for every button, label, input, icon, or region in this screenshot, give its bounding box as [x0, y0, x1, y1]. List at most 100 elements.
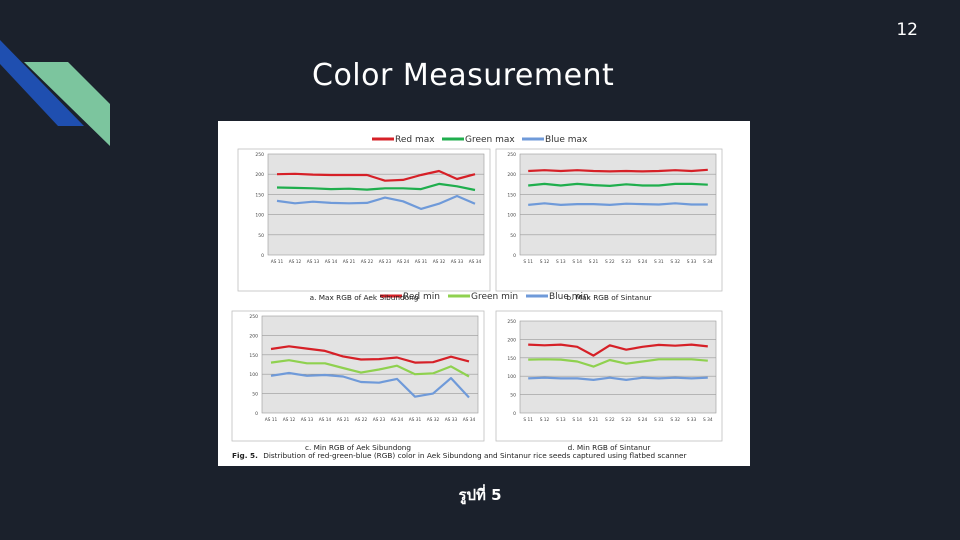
x-tick-label: S 31: [654, 417, 664, 423]
x-tick-label: S 14: [572, 259, 582, 265]
x-tick-label: AS 13: [301, 417, 314, 423]
x-tick-label: AS 11: [271, 259, 284, 265]
x-tick-label: AS 33: [451, 259, 464, 265]
series-line-red-max: [528, 168, 708, 173]
x-tick-label: S 24: [638, 417, 648, 423]
y-tick-label: 100: [507, 374, 516, 380]
y-tick-label: 250: [249, 314, 258, 320]
x-tick-label: AS 33: [445, 417, 458, 423]
y-tick-label: 50: [258, 233, 264, 239]
series-line-blue-min: [270, 371, 470, 399]
x-tick-label: AS 13: [307, 259, 320, 265]
series-line-green-max: [276, 182, 476, 192]
y-tick-label: 0: [513, 253, 516, 259]
chart-panel-1: 0 50 100 150 200 250 S 11 S 12 S 13 S 14 S 21 S 22 S…: [495, 148, 723, 302]
x-tick-label: AS 23: [379, 259, 392, 265]
legend-label-green-min: Green min: [471, 292, 518, 302]
legend-label-blue-min: Blue min: [549, 292, 589, 302]
x-tick-label: AS 31: [415, 259, 428, 265]
series-line-green-min: [528, 358, 708, 368]
y-tick-label: 200: [255, 172, 264, 178]
figure-footnote: Fig. 5. Distribution of red-green-blue (…: [232, 451, 687, 460]
x-tick-label: S 32: [670, 259, 680, 265]
x-tick-label: S 11: [523, 417, 533, 423]
chart-panel-0: 0 50 100 150 200 250 AS 11 AS 12 AS 13 AS 14 AS 21…: [237, 148, 491, 302]
chart-title: b. Max RGB of Sintanur: [567, 293, 652, 302]
chart-title: d. Min RGB of Sintanur: [568, 443, 651, 452]
plot-area: [261, 315, 479, 414]
y-tick-label: 50: [510, 233, 516, 239]
series-line-green-min: [270, 359, 470, 378]
deco-green-stripe: [24, 62, 110, 146]
x-tick-label: AS 34: [469, 259, 482, 265]
x-tick-label: S 12: [540, 417, 550, 423]
chart-title: c. Min RGB of Aek Sibundong: [305, 443, 411, 452]
chart-panel-2: 0 50 100 150 200 250 AS 11 AS 12 AS 13 AS 14 AS 21…: [231, 310, 485, 452]
x-tick-label: S 12: [540, 259, 550, 265]
x-tick-label: S 33: [687, 259, 697, 265]
plot-area: [519, 320, 717, 414]
rgb-figure: Red max Green max Blue max Red min Green…: [231, 135, 723, 460]
x-tick-label: S 22: [605, 417, 615, 423]
x-tick-label: AS 11: [265, 417, 278, 423]
figure-caption: รูปที่ 5: [458, 486, 502, 504]
x-tick-label: AS 24: [391, 417, 404, 423]
x-tick-label: AS 32: [427, 417, 440, 423]
y-tick-label: 100: [255, 213, 264, 219]
legend-label-red-min: Red min: [403, 292, 440, 302]
x-tick-label: AS 12: [289, 259, 302, 265]
x-tick-label: S 23: [621, 417, 631, 423]
chart-panels: 0 50 100 150 200 250 AS 11 AS 12 AS 13 AS 14 AS 21…: [231, 148, 723, 452]
x-tick-label: S 34: [703, 417, 713, 423]
plot-area: [267, 153, 485, 256]
x-tick-label: S 32: [670, 417, 680, 423]
series-line-red-min: [270, 345, 470, 364]
x-tick-label: AS 14: [325, 259, 338, 265]
y-tick-label: 100: [249, 372, 258, 378]
y-tick-label: 250: [507, 319, 516, 325]
legend-max: Red max Green max Blue max: [372, 135, 588, 145]
y-tick-label: 250: [255, 152, 264, 158]
y-tick-label: 200: [507, 337, 516, 343]
y-tick-label: 150: [249, 353, 258, 359]
x-tick-label: AS 32: [433, 259, 446, 265]
x-tick-label: S 21: [589, 259, 599, 265]
series-line-red-min: [528, 343, 708, 357]
series-line-blue-max: [528, 202, 708, 207]
y-tick-label: 200: [249, 333, 258, 339]
y-tick-label: 150: [507, 192, 516, 198]
x-tick-label: S 13: [556, 259, 566, 265]
x-tick-label: AS 24: [397, 259, 410, 265]
y-tick-label: 200: [507, 172, 516, 178]
x-tick-label: AS 12: [283, 417, 296, 423]
x-tick-label: AS 21: [343, 259, 356, 265]
x-tick-label: S 24: [638, 259, 648, 265]
legend-label-red-max: Red max: [395, 135, 435, 145]
series-line-red-max: [276, 169, 476, 182]
y-tick-label: 0: [513, 411, 516, 417]
x-tick-label: AS 22: [361, 259, 374, 265]
chart-title: a. Max RGB of Aek Sibundong: [310, 293, 419, 302]
x-tick-label: S 21: [589, 417, 599, 423]
x-tick-label: S 22: [605, 259, 615, 265]
deco-blue-stripe: [0, 40, 84, 126]
y-tick-label: 150: [255, 192, 264, 198]
x-tick-label: AS 21: [337, 417, 350, 423]
series-line-green-max: [528, 182, 708, 188]
corner-decoration: [0, 40, 110, 146]
y-tick-label: 100: [507, 213, 516, 219]
x-tick-label: S 14: [572, 417, 582, 423]
series-line-blue-min: [528, 376, 708, 382]
slide-title: Color Measurement: [312, 58, 615, 93]
legend-min: Red min Green min Blue min: [380, 292, 589, 302]
figure-image: Red max Green max Blue max Red min Green…: [218, 121, 750, 466]
chart-panel-3: 0 50 100 150 200 250 S 11 S 12 S 13 S 14 S 21 S 22 S…: [495, 310, 723, 452]
footnote-label: Fig. 5.: [232, 451, 258, 460]
x-tick-label: AS 22: [355, 417, 368, 423]
x-tick-label: S 11: [523, 259, 533, 265]
x-tick-label: AS 14: [319, 417, 332, 423]
x-tick-label: S 34: [703, 259, 713, 265]
y-tick-label: 150: [507, 356, 516, 362]
y-tick-label: 0: [261, 253, 264, 259]
x-tick-label: S 31: [654, 259, 664, 265]
